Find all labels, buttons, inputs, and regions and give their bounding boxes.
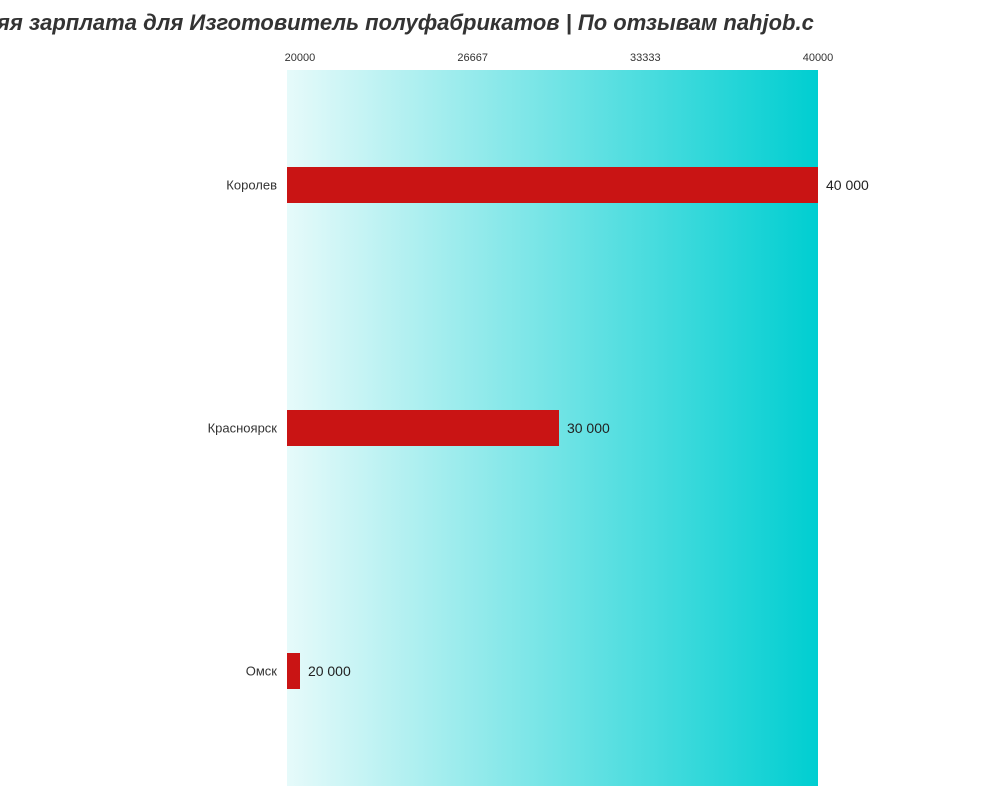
bar-value-label: 30 000 [567,420,610,436]
bar: 40 000 [287,167,818,203]
bar-value-label: 20 000 [308,663,351,679]
y-category-label: Красноярск [208,421,277,436]
bar: 20 000 [287,653,300,689]
bar-value-label: 40 000 [826,177,869,193]
chart-title: дняя зарплата для Изготовитель полуфабри… [0,10,814,36]
bar: 30 000 [287,410,559,446]
x-tick-label: 26667 [457,52,488,64]
y-category-label: Омск [246,664,277,679]
x-tick-label: 20000 [285,52,316,64]
chart-plot-area: 20000 26667 33333 40000 Королев 40 000 К… [287,70,818,786]
x-tick-label: 33333 [630,52,661,64]
y-category-label: Королев [226,177,277,192]
x-tick-label: 40000 [803,52,834,64]
